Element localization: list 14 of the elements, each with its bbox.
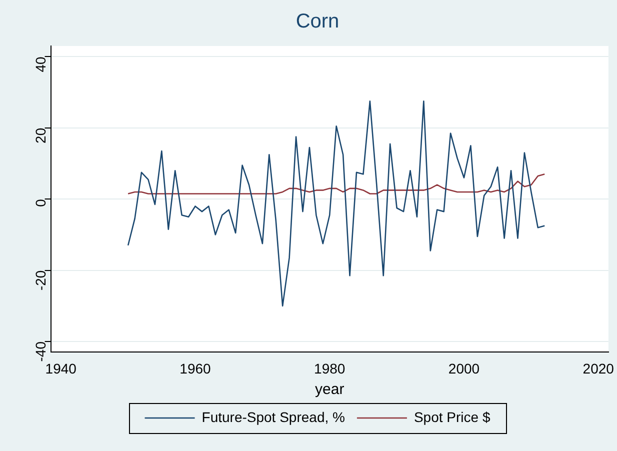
- x-tick-label: 1940: [45, 360, 77, 376]
- y-tick-label: 40: [32, 56, 49, 72]
- x-tick-label: 1980: [314, 360, 346, 376]
- chart-title: Corn: [296, 10, 340, 33]
- y-tick-label: -20: [32, 270, 49, 291]
- y-tick-label: 0: [32, 198, 49, 207]
- x-tick-label: 2020: [582, 360, 614, 376]
- x-axis-title: year: [315, 381, 344, 398]
- y-tick-label: -40: [32, 341, 49, 362]
- legend-label: Spot Price $: [414, 408, 490, 425]
- legend-label: Future-Spot Spread, %: [202, 408, 345, 425]
- x-tick-label: 1960: [180, 360, 212, 376]
- y-tick-label: 20: [32, 128, 49, 144]
- x-tick-label: 2000: [448, 360, 480, 376]
